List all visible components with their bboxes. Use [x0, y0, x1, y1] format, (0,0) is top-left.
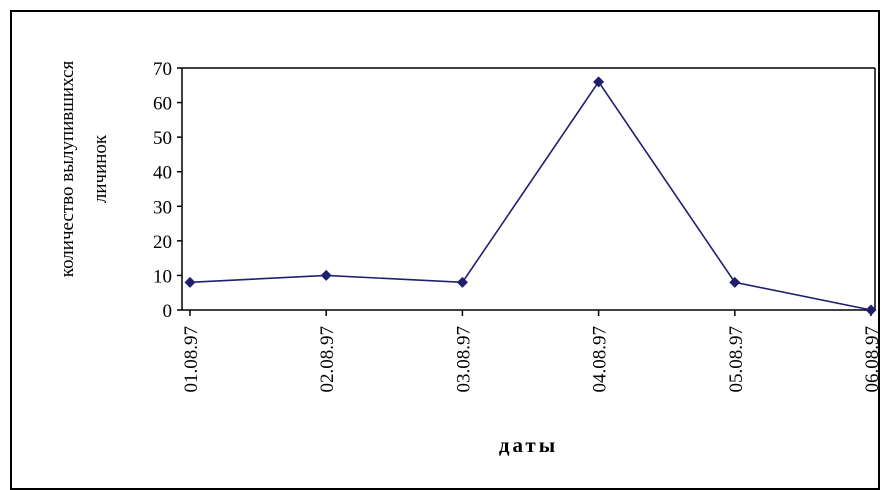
- y-tick-label: 30: [153, 197, 172, 218]
- data-point-marker: [456, 276, 468, 288]
- data-point-marker: [184, 276, 196, 288]
- y-tick-label: 60: [153, 94, 172, 115]
- series-group: [184, 76, 877, 316]
- x-axis-ticks: 01.08.97 02.08.97 03.08.97 04.08.97 05.08.97…: [181, 310, 883, 393]
- y-tick-label: 20: [153, 232, 172, 253]
- y-axis-label-line-2: личинок: [90, 134, 111, 203]
- data-point-marker: [729, 276, 741, 288]
- series-line: [189, 80, 872, 311]
- y-axis-ticks: 0 10 20 30 40 50 60 70: [153, 59, 182, 322]
- y-axis-label-line-1: количество вылупившихся: [57, 61, 78, 278]
- x-axis-label: даты: [499, 433, 558, 457]
- x-tick-label: 04.08.97: [590, 326, 611, 393]
- data-point-marker: [320, 269, 332, 281]
- y-tick-label: 70: [153, 59, 172, 80]
- data-point-marker: [865, 304, 877, 316]
- x-tick-label: 02.08.97: [317, 326, 338, 393]
- y-tick-label: 0: [163, 301, 173, 322]
- chart-frame: [10, 10, 880, 490]
- x-tick-label: 05.08.97: [726, 326, 747, 393]
- y-tick-label: 50: [153, 128, 172, 149]
- x-tick-label: 06.08.97: [862, 326, 883, 393]
- y-tick-label: 40: [153, 163, 172, 184]
- x-tick-label: 03.08.97: [453, 326, 474, 393]
- y-tick-label: 10: [153, 266, 172, 287]
- x-tick-label: 01.08.97: [181, 326, 202, 393]
- plot-area: [181, 67, 876, 311]
- data-point-marker: [593, 76, 605, 88]
